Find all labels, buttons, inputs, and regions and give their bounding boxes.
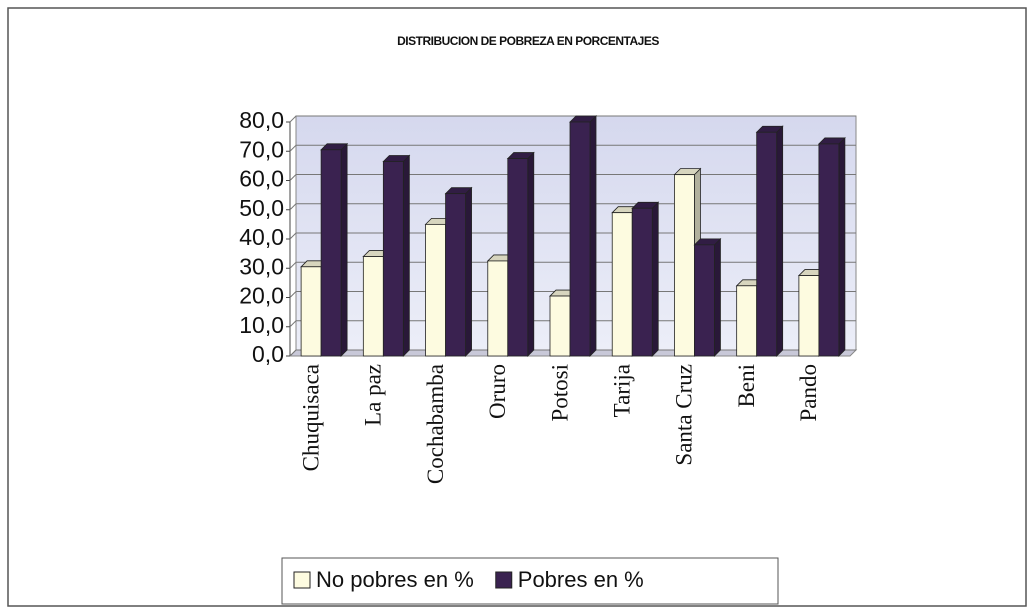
bar-group xyxy=(817,136,846,357)
bar xyxy=(425,223,446,357)
bar-group xyxy=(755,125,784,357)
bar xyxy=(694,244,715,357)
bar xyxy=(549,295,571,357)
grid-line xyxy=(289,349,856,357)
x-tick-label: Chuquisaca xyxy=(298,364,323,471)
bar-side xyxy=(340,142,348,357)
x-tick-label: Tarija xyxy=(610,364,635,417)
bar-group xyxy=(320,142,349,357)
bar-side xyxy=(402,154,410,357)
bar-side xyxy=(527,151,535,357)
x-tick-label: La paz xyxy=(361,364,386,426)
bar-group xyxy=(631,201,660,357)
bar xyxy=(362,256,384,357)
y-tick-label: 80,0 xyxy=(239,107,284,133)
legend-box xyxy=(281,557,779,605)
chart-title: DISTRIBUCION DE POBREZA EN PORCENTAJES xyxy=(397,34,659,48)
y-tick-label: 10,0 xyxy=(239,312,284,338)
bar xyxy=(300,266,322,357)
grid-line xyxy=(289,291,856,298)
x-tick-label: Santa Cruz xyxy=(672,364,697,466)
legend-swatch xyxy=(293,571,311,589)
y-tick-label: 20,0 xyxy=(239,283,284,309)
bar-group xyxy=(506,151,535,357)
bar xyxy=(320,149,342,357)
bar-group xyxy=(569,115,597,357)
bar-side xyxy=(838,136,846,357)
bar-side xyxy=(714,237,721,357)
bar-side xyxy=(651,201,659,357)
grid-line xyxy=(289,320,856,328)
legend-label: Pobres en % xyxy=(518,567,644,592)
y-tick-label: 30,0 xyxy=(239,253,284,279)
y-tick-label: 50,0 xyxy=(239,195,284,221)
bar xyxy=(736,285,758,357)
bar xyxy=(756,131,778,357)
bar xyxy=(631,207,653,357)
bar xyxy=(798,275,820,357)
bar xyxy=(569,121,591,357)
legend-label: No pobres en % xyxy=(316,567,474,592)
bar-side xyxy=(776,125,784,357)
x-tick-label: Potosi xyxy=(547,364,572,422)
bar xyxy=(674,174,695,357)
y-tick-label: 70,0 xyxy=(239,136,284,162)
grid-line xyxy=(289,232,856,240)
y-tick-label: 40,0 xyxy=(239,224,284,250)
y-tick-label: 60,0 xyxy=(239,166,284,192)
x-tick-label: Oruro xyxy=(485,364,510,419)
bar-side xyxy=(589,115,597,357)
grid-line xyxy=(289,174,856,181)
legend: No pobres en % Pobres en % xyxy=(281,557,779,605)
grid-line xyxy=(289,115,856,123)
x-tick-label: Pando xyxy=(796,364,821,422)
bar xyxy=(611,212,633,357)
bar xyxy=(487,260,509,357)
bar-group xyxy=(382,154,411,357)
bar-group xyxy=(444,186,473,357)
grid-line xyxy=(289,261,856,269)
bar-group xyxy=(693,237,722,357)
bar xyxy=(507,158,529,357)
grid-line xyxy=(289,203,856,211)
x-tick-label: Cochabamba xyxy=(423,364,448,484)
legend-swatch xyxy=(495,571,513,589)
grid-line xyxy=(289,144,856,152)
bar xyxy=(382,161,404,357)
y-tick-label: 0,0 xyxy=(252,341,284,367)
x-tick-label: Beni xyxy=(734,364,759,407)
bar xyxy=(818,143,840,357)
bar xyxy=(445,193,466,357)
bar-side xyxy=(465,186,472,357)
